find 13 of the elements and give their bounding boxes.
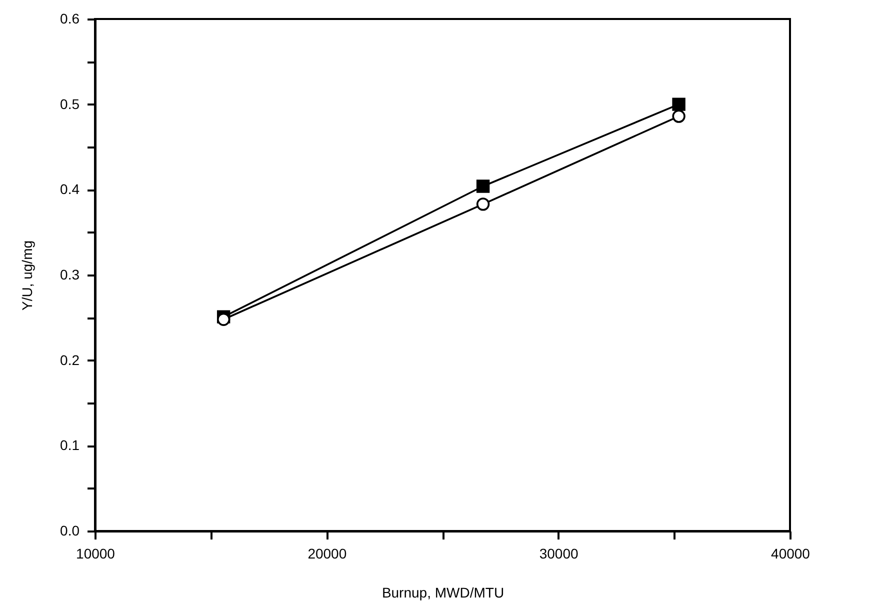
y-tick-label: 0.4	[60, 181, 80, 198]
x-tick-label: 20000	[308, 546, 347, 562]
x-tick-label: 10000	[76, 546, 116, 562]
y-tick-label: 0.5	[60, 96, 80, 112]
y-tick-label: 0.3	[60, 266, 80, 282]
x-tick-label: 30000	[539, 546, 579, 562]
y-axis-title: Y/U, ug/mg	[19, 240, 36, 311]
y-tick-label: 0.1	[60, 437, 80, 454]
y-tick-label: 0.0	[60, 522, 80, 538]
y-tick-label: 0.2	[60, 352, 80, 368]
y-tick-label: 0.6	[60, 10, 80, 26]
x-tick-label: 40000	[771, 546, 810, 562]
x-axis-title: Burnup, MWD/MTU	[382, 584, 504, 600]
